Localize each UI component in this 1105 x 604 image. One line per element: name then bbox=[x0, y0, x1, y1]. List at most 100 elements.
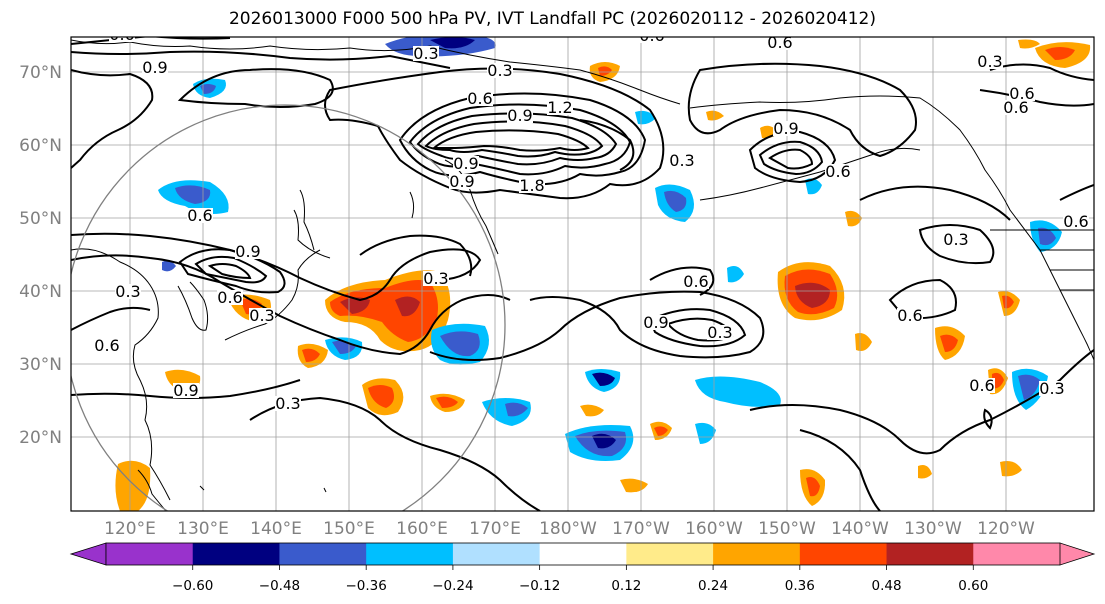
fill-blob bbox=[440, 331, 480, 357]
contour-label: 0.6 bbox=[1063, 212, 1089, 231]
longitude-tick-labels: 120°E 130°E 140°E 150°E 160°E 170°E 180°W 170°W… bbox=[104, 519, 1035, 539]
fill-blob bbox=[200, 84, 216, 94]
contour-line bbox=[758, 140, 824, 176]
contour-line bbox=[1059, 184, 1094, 201]
svg-text:0.3: 0.3 bbox=[707, 323, 732, 342]
contour-line bbox=[207, 263, 252, 280]
svg-text:0.6: 0.6 bbox=[217, 288, 242, 307]
fill-blob bbox=[436, 396, 458, 408]
contour-label: 0.9 bbox=[643, 313, 669, 332]
svg-text:0.6: 0.6 bbox=[1009, 84, 1034, 103]
lat-tick-label: 20°N bbox=[19, 428, 62, 448]
lon-tick-label: 150°E bbox=[323, 519, 375, 539]
coastline-islands bbox=[199, 191, 415, 493]
contour-line bbox=[424, 120, 604, 158]
contour-line bbox=[888, 278, 957, 320]
fill-blob bbox=[1018, 39, 1040, 49]
svg-text:0.9: 0.9 bbox=[173, 381, 198, 400]
distance-circle bbox=[71, 104, 506, 511]
contour-label: 0.6 bbox=[639, 26, 665, 45]
contour-label: 0.3 bbox=[707, 323, 733, 342]
svg-text:0.6: 0.6 bbox=[767, 33, 792, 52]
colorbar-segment bbox=[452, 543, 541, 565]
fill-blob bbox=[1038, 227, 1056, 246]
svg-text:0.6: 0.6 bbox=[639, 26, 664, 45]
svg-text:0.6: 0.6 bbox=[187, 206, 212, 225]
border-us bbox=[990, 229, 1094, 291]
svg-text:0.9: 0.9 bbox=[643, 313, 668, 332]
lon-tick-label: 180°W bbox=[539, 519, 597, 539]
lon-tick-label: 170°W bbox=[612, 519, 670, 539]
svg-text:0.6: 0.6 bbox=[1003, 98, 1028, 117]
svg-text:0.6: 0.6 bbox=[969, 376, 994, 395]
fill-blob bbox=[1002, 295, 1014, 309]
svg-text:0.6: 0.6 bbox=[897, 306, 922, 325]
contour-label: 0.9 bbox=[235, 242, 261, 261]
svg-text:0.9: 0.9 bbox=[142, 58, 167, 77]
fill-blob bbox=[505, 402, 528, 417]
contour-label: 0.6 bbox=[683, 272, 709, 291]
colorbar-outline bbox=[105, 542, 1061, 566]
fill-blob bbox=[580, 404, 604, 417]
svg-text:0.9: 0.9 bbox=[453, 154, 478, 173]
lon-tick-label: 160°E bbox=[396, 519, 448, 539]
fill-blob bbox=[695, 422, 716, 444]
svg-text:0.3: 0.3 bbox=[249, 306, 274, 325]
svg-text:0.9: 0.9 bbox=[773, 119, 798, 138]
contour-label: 0.3 bbox=[1039, 379, 1065, 398]
contour-line bbox=[429, 290, 765, 361]
svg-text:0.6: 0.6 bbox=[94, 336, 119, 355]
contour-line bbox=[71, 69, 154, 169]
fill-blob bbox=[664, 190, 687, 212]
lat-tick-label: 40°N bbox=[19, 282, 62, 302]
svg-text:0.3: 0.3 bbox=[669, 151, 694, 170]
colorbar-segment bbox=[799, 543, 888, 565]
colorbar-segment bbox=[106, 543, 194, 565]
lon-tick-label: 140°W bbox=[831, 519, 889, 539]
contour-label: 0.3 bbox=[977, 52, 1003, 71]
lat-tick-label: 60°N bbox=[19, 136, 62, 156]
contour-line bbox=[71, 37, 231, 45]
lon-tick-label: 130°W bbox=[904, 519, 962, 539]
contour-line bbox=[989, 63, 1094, 81]
fill-blob bbox=[330, 280, 438, 342]
fill-blob bbox=[162, 260, 176, 272]
contour-line bbox=[768, 148, 814, 170]
svg-text:0.3: 0.3 bbox=[1039, 379, 1064, 398]
contour-label: 1.2 bbox=[547, 98, 573, 117]
svg-text:0.6: 0.6 bbox=[467, 89, 492, 108]
colorbar-segment bbox=[539, 543, 627, 565]
fill-blob bbox=[1000, 461, 1022, 477]
colorbar-segment bbox=[192, 543, 280, 565]
colorbar-segment bbox=[279, 543, 367, 565]
contour-line bbox=[71, 254, 511, 356]
coastline-east-asia bbox=[71, 248, 171, 501]
contour-line bbox=[687, 62, 917, 158]
lon-tick-label: 170°E bbox=[469, 519, 521, 539]
fill-blob bbox=[1045, 47, 1075, 60]
svg-text:0.3: 0.3 bbox=[423, 269, 448, 288]
fill-blob bbox=[806, 477, 820, 497]
graticule bbox=[71, 37, 1094, 511]
contour-line bbox=[431, 129, 590, 152]
contour-label: 0.3 bbox=[943, 230, 969, 249]
contour-label: 0.9 bbox=[507, 106, 533, 125]
svg-text:0.9: 0.9 bbox=[235, 242, 260, 261]
fill-blob bbox=[940, 334, 958, 352]
contour-line bbox=[249, 396, 541, 511]
svg-text:0.3: 0.3 bbox=[275, 394, 300, 413]
lon-tick-label: 150°W bbox=[758, 519, 816, 539]
fill-blob bbox=[115, 460, 151, 511]
colorbar-tick-label: 0.12 bbox=[611, 578, 641, 594]
map-frame bbox=[70, 36, 1095, 512]
contour-line bbox=[324, 67, 665, 200]
contour-line bbox=[749, 349, 1094, 455]
svg-text:0.3: 0.3 bbox=[487, 61, 512, 80]
colorbar-segment bbox=[886, 543, 974, 565]
contour-label: 0.6 bbox=[969, 376, 995, 395]
lon-tick-label: 140°E bbox=[250, 519, 302, 539]
coastlines bbox=[71, 39, 1094, 511]
coastline-philippines bbox=[137, 469, 167, 511]
contour-line bbox=[799, 429, 881, 511]
colorbar-tick-label: 0.24 bbox=[698, 578, 728, 594]
